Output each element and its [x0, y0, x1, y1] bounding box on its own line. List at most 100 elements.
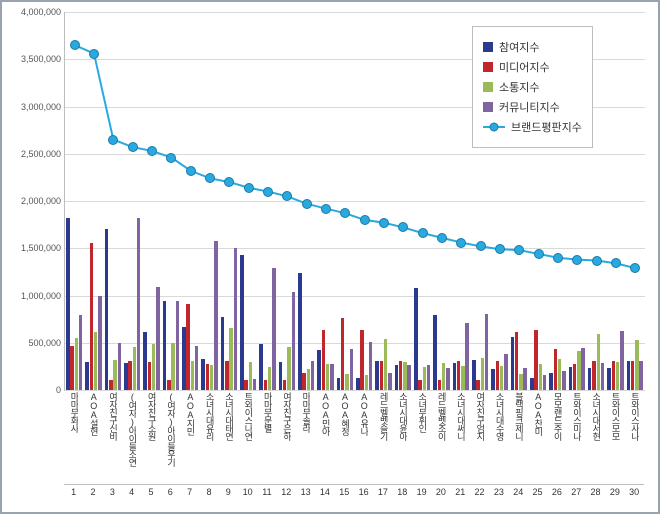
bar — [70, 346, 73, 390]
bar — [569, 367, 572, 390]
bar — [182, 327, 185, 390]
x-index-label: 14 — [315, 484, 334, 497]
x-category-label: 모모랜드주이 — [552, 392, 561, 480]
bar — [186, 304, 189, 390]
bar — [534, 330, 537, 390]
x-index-label: 18 — [393, 484, 412, 497]
bar — [631, 361, 634, 390]
bar — [601, 363, 604, 390]
x-category-label: 소녀시대써니 — [456, 392, 465, 480]
bar — [292, 292, 295, 390]
x-category-label: 소녀무휘인 — [417, 392, 426, 480]
x-index-label: 25 — [528, 484, 547, 497]
x-index-label: 20 — [431, 484, 450, 497]
bar — [330, 364, 333, 390]
x-category-label: AOA설현 — [88, 392, 97, 480]
bar — [453, 363, 456, 390]
bar — [496, 361, 499, 390]
bar — [485, 314, 488, 390]
x-index-label: 22 — [470, 484, 489, 497]
bar — [519, 374, 522, 390]
bar — [66, 218, 69, 390]
x-category-label: 소녀시대수영 — [494, 392, 503, 480]
bar-group — [374, 12, 393, 390]
bar — [152, 344, 155, 390]
bar — [612, 361, 615, 390]
bar — [176, 301, 179, 390]
bar — [128, 361, 131, 390]
bar — [311, 361, 314, 390]
bar — [240, 255, 243, 390]
y-tick-label: 2,000,000 — [21, 196, 65, 206]
bar — [481, 358, 484, 390]
bar — [380, 361, 383, 390]
x-index-label: 23 — [489, 484, 508, 497]
x-category-label: AOA민아 — [320, 392, 329, 480]
x-category-label: 트와이스나연 — [243, 392, 252, 480]
x-index-label: 27 — [567, 484, 586, 497]
legend-item: 미디어지수 — [483, 59, 582, 75]
bar-group — [355, 12, 374, 390]
y-tick-label: 4,000,000 — [21, 7, 65, 17]
x-category-label: AOA찬미 — [533, 392, 542, 480]
line-marker — [89, 49, 99, 59]
bar — [504, 354, 507, 390]
bar — [597, 334, 600, 390]
x-category-label: 레드벨벳슬기 — [378, 392, 387, 480]
bar — [573, 364, 576, 390]
line-marker — [282, 191, 292, 201]
line-marker — [244, 183, 254, 193]
x-index-label: 17 — [373, 484, 392, 497]
x-index-label: 21 — [451, 484, 470, 497]
x-category-label: 블랙핑크제니 — [513, 392, 522, 480]
bar — [317, 350, 320, 390]
line-marker — [592, 256, 602, 266]
x-index-label: 5 — [141, 484, 160, 497]
bar — [442, 363, 445, 390]
bar-group — [606, 12, 625, 390]
bar — [530, 378, 533, 390]
x-category-label: 트와이스모모 — [610, 392, 619, 480]
line-marker — [495, 244, 505, 254]
line-marker — [263, 187, 273, 197]
bar — [105, 229, 108, 390]
bar — [90, 243, 93, 390]
bar — [268, 367, 271, 390]
bar-group — [316, 12, 335, 390]
y-tick-label: 3,000,000 — [21, 102, 65, 112]
legend-swatch — [483, 82, 493, 92]
y-tick-label: 1,500,000 — [21, 243, 65, 253]
bar — [163, 301, 166, 390]
legend-swatch — [483, 122, 505, 132]
bar — [249, 362, 252, 390]
x-category-label: 마마무문별 — [262, 392, 271, 480]
bar-group — [104, 12, 123, 390]
y-tick-label: 1,000,000 — [21, 291, 65, 301]
bar — [253, 379, 256, 390]
bar — [307, 369, 310, 390]
legend-item: 소통지수 — [483, 79, 582, 95]
bar — [345, 374, 348, 390]
bar — [279, 362, 282, 390]
legend-label: 미디어지수 — [499, 59, 550, 75]
bar — [414, 288, 417, 390]
bar — [384, 339, 387, 390]
x-index-label: 2 — [83, 484, 102, 497]
x-axis-labels: 마마무화사1AOA설현2여자친구신비3(여자)아이들소연4여자친구소원5(여자)… — [64, 392, 644, 497]
bar — [356, 378, 359, 390]
bar — [283, 380, 286, 390]
line-marker — [205, 173, 215, 183]
bar — [360, 330, 363, 390]
bar — [407, 365, 410, 390]
x-category-label: 트와이스사나 — [629, 392, 638, 480]
bar — [369, 342, 372, 390]
bar — [446, 368, 449, 390]
bar — [337, 378, 340, 390]
x-index-label: 12 — [277, 484, 296, 497]
bar — [539, 364, 542, 390]
bar — [326, 364, 329, 390]
bar — [418, 380, 421, 390]
legend-item: 커뮤니티지수 — [483, 99, 582, 115]
line-marker — [553, 253, 563, 263]
bar — [214, 241, 217, 390]
